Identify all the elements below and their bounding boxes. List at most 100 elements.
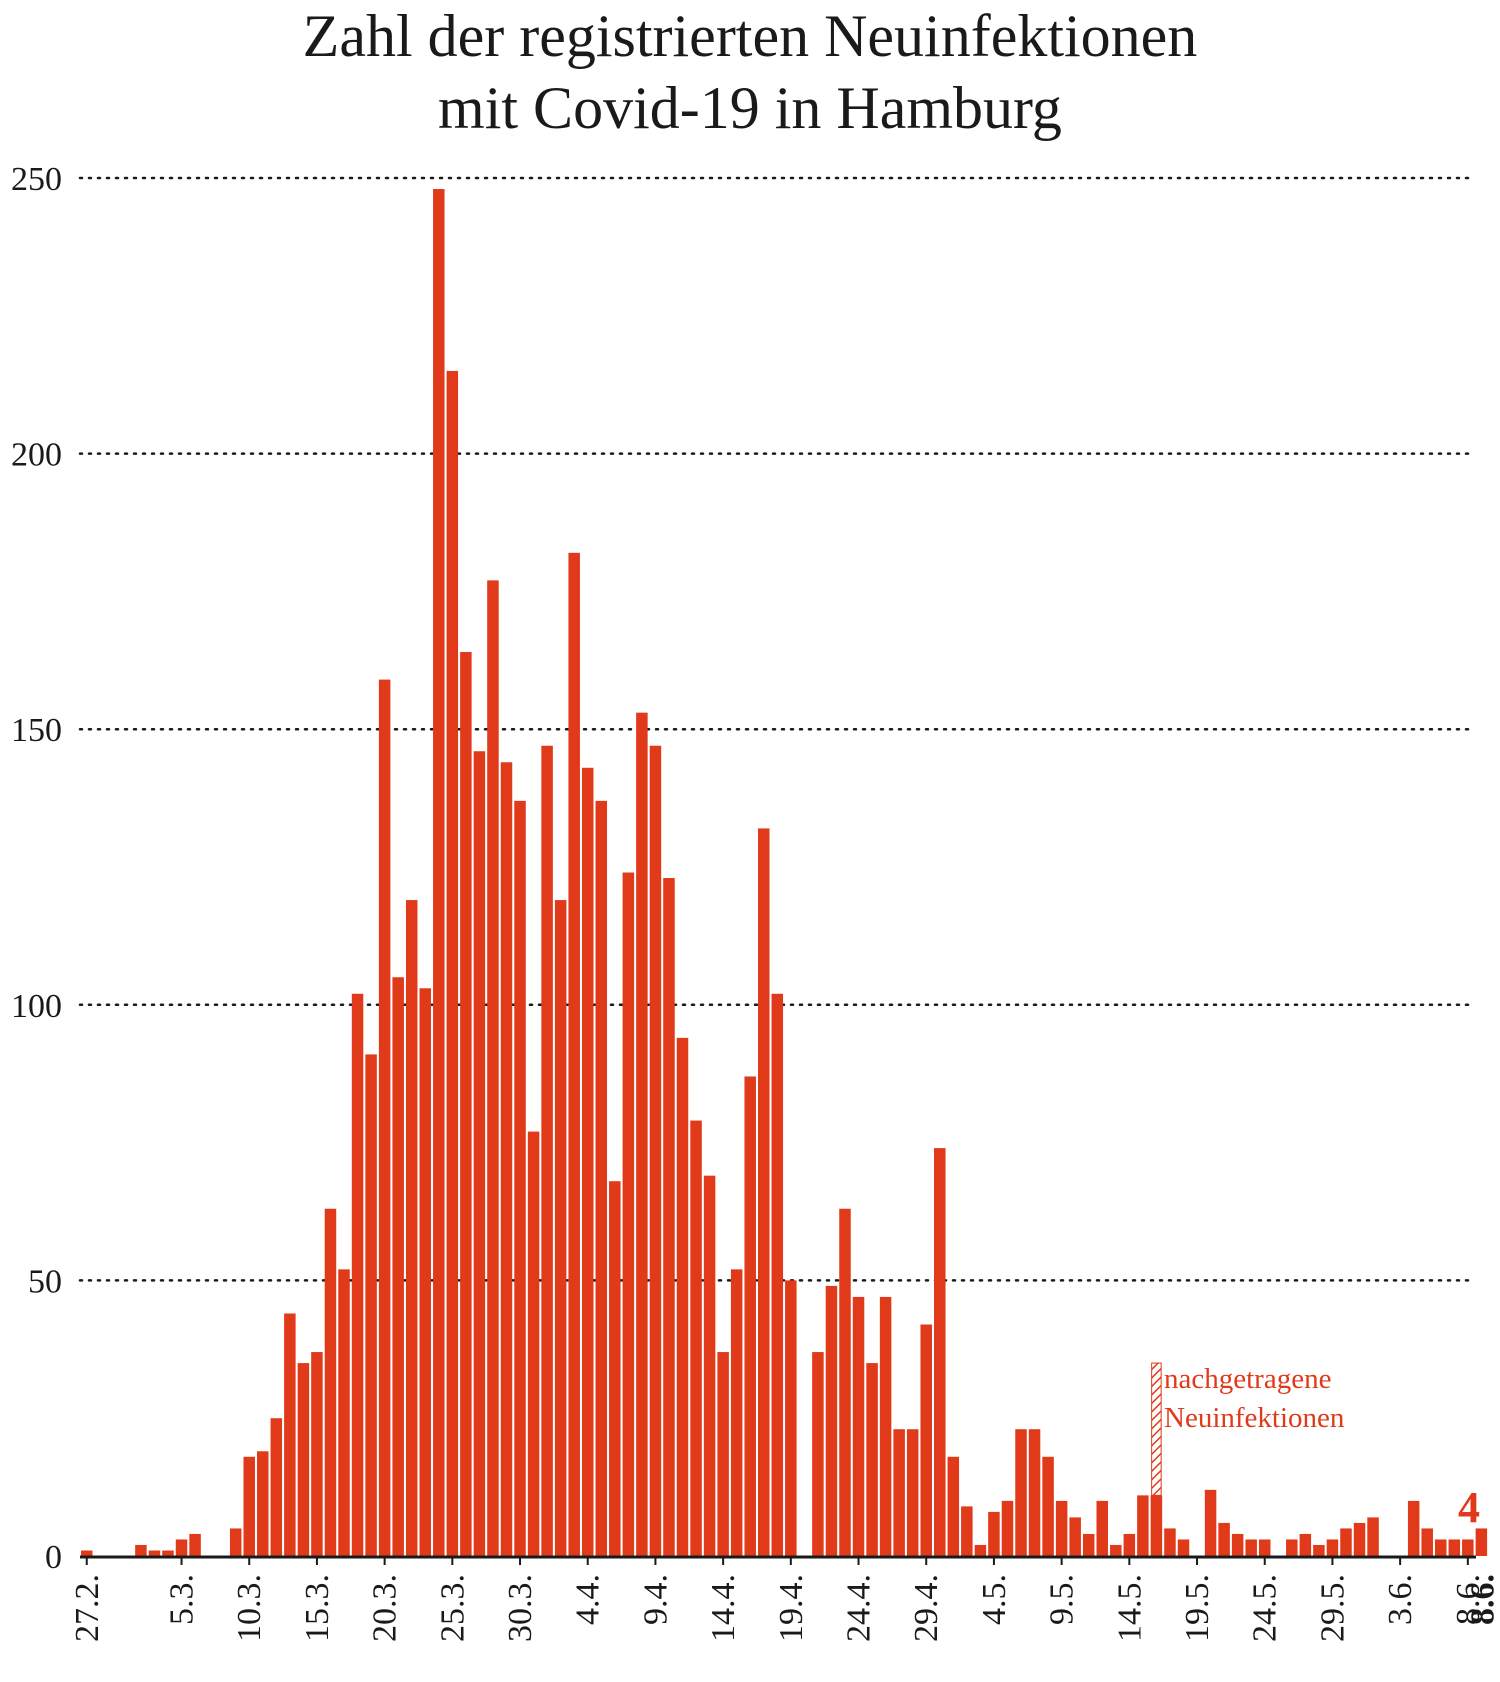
- bar-13: [257, 1451, 269, 1556]
- x-tick-label-77: 14.5.: [1111, 1574, 1148, 1642]
- bar-58: [866, 1363, 878, 1556]
- bar-39: [609, 1181, 621, 1556]
- x-tick-label-0: 27.2.: [69, 1574, 106, 1642]
- bar-52: [785, 1280, 797, 1556]
- x-tick-label-32: 30.3.: [502, 1574, 539, 1642]
- bar-0: [81, 1550, 93, 1556]
- bar-41: [636, 712, 648, 1556]
- bar-99: [1421, 1528, 1433, 1556]
- bar-36: [568, 552, 580, 1556]
- bar-29: [473, 751, 486, 1556]
- bar-72: [1055, 1500, 1068, 1556]
- axes: [80, 1555, 1476, 1565]
- bar-86: [1245, 1539, 1257, 1556]
- bar-35: [554, 900, 567, 1556]
- x-tick-label-last: 8.6.: [1464, 1574, 1500, 1625]
- bar-48: [730, 1269, 743, 1556]
- bar-5: [148, 1550, 161, 1556]
- x-tick-label-57: 24.4.: [841, 1574, 878, 1642]
- bar-56: [839, 1208, 851, 1556]
- x-tick-label-12: 10.3.: [231, 1574, 268, 1642]
- bar-73: [1069, 1517, 1081, 1556]
- bar-89: [1286, 1539, 1298, 1556]
- bar-78: [1137, 1495, 1149, 1556]
- bar-49: [744, 1076, 756, 1556]
- bar-100: [1435, 1539, 1447, 1556]
- bar-87: [1258, 1539, 1271, 1556]
- bar-46: [703, 1175, 716, 1556]
- x-tick-label-82: 19.5.: [1179, 1574, 1216, 1642]
- y-tick-label-50: 50: [28, 1263, 62, 1300]
- bar-42: [649, 745, 662, 1556]
- labels: 0 50 100 150 200 250 27.2. 5.3. 10.3. 15.3. 20.3. 2…: [11, 161, 1500, 1642]
- bar-30: [487, 580, 499, 1556]
- bar-11: [229, 1528, 242, 1556]
- bar-60: [893, 1429, 905, 1556]
- last-value-label: 4: [1458, 1483, 1480, 1532]
- bar-20: [351, 993, 364, 1556]
- x-tick-label-17: 15.3.: [299, 1574, 336, 1642]
- x-tick-label-87: 24.5.: [1247, 1574, 1284, 1642]
- annotation-line2: Neuinfektionen: [1164, 1402, 1345, 1434]
- annotation-line1: nachgetragene: [1164, 1363, 1331, 1395]
- x-tick-label-92: 29.5.: [1314, 1574, 1351, 1642]
- bar-62: [920, 1324, 932, 1556]
- bar-81: [1177, 1539, 1190, 1556]
- y-tick-label-200: 200: [11, 437, 62, 474]
- bar-67: [988, 1511, 1000, 1556]
- bar-57: [852, 1296, 865, 1556]
- x-tick-label-27: 25.3.: [434, 1574, 471, 1642]
- bar-37: [581, 767, 594, 1556]
- bar-22: [378, 679, 391, 1556]
- x-tick-label-22: 20.3.: [367, 1574, 404, 1642]
- x-tick-label-62: 29.4.: [908, 1574, 945, 1642]
- bar-102: [1462, 1539, 1474, 1556]
- bar-33: [527, 1131, 540, 1556]
- bar-71: [1042, 1456, 1054, 1556]
- bar-70: [1028, 1429, 1041, 1556]
- bar-101: [1448, 1539, 1461, 1556]
- bar-23: [392, 977, 404, 1556]
- bar-66: [974, 1544, 987, 1556]
- bar-75: [1096, 1500, 1108, 1556]
- bar-103: [1475, 1528, 1488, 1556]
- bar-55: [825, 1285, 838, 1556]
- bar-12: [243, 1456, 255, 1556]
- bar-92: [1326, 1539, 1339, 1556]
- bar-51: [771, 993, 784, 1556]
- bar-26: [433, 189, 445, 1556]
- bar-14: [270, 1418, 283, 1556]
- x-tick-label-7: 5.3.: [164, 1574, 201, 1625]
- chart-title-line1: Zahl der registrierten Neuinfektionen: [302, 3, 1198, 69]
- bar-84: [1218, 1522, 1230, 1556]
- bar-63: [934, 1148, 946, 1556]
- bar-27: [446, 370, 459, 1556]
- x-tick-label-37: 4.4.: [570, 1574, 607, 1625]
- bar-61: [906, 1429, 919, 1556]
- y-tick-label-0: 0: [45, 1539, 62, 1576]
- bars: [81, 189, 1488, 1556]
- bar-7: [175, 1539, 188, 1556]
- bar-64: [947, 1456, 960, 1556]
- bar-47: [717, 1352, 729, 1556]
- y-tick-label-100: 100: [11, 988, 62, 1025]
- bar-54: [812, 1352, 824, 1556]
- bar-69: [1015, 1429, 1027, 1556]
- bar-8: [189, 1533, 201, 1556]
- x-tick-label-97: 3.6.: [1382, 1574, 1419, 1625]
- bar-34: [541, 745, 553, 1556]
- bar-77: [1123, 1533, 1136, 1556]
- bar-43: [663, 878, 675, 1556]
- chart-title-line2: mit Covid-19 in Hamburg: [438, 75, 1062, 141]
- bar-90: [1299, 1533, 1312, 1556]
- bar-83: [1204, 1489, 1217, 1556]
- bar-38: [595, 800, 608, 1556]
- y-tick-label-150: 150: [11, 712, 62, 749]
- x-tick-label-72: 9.5.: [1044, 1574, 1081, 1625]
- bar-44: [676, 1037, 689, 1556]
- bar-24: [405, 900, 418, 1556]
- bar-91: [1313, 1544, 1325, 1556]
- bar-16: [297, 1363, 310, 1556]
- bar-15: [284, 1313, 296, 1556]
- bar-85: [1231, 1533, 1244, 1556]
